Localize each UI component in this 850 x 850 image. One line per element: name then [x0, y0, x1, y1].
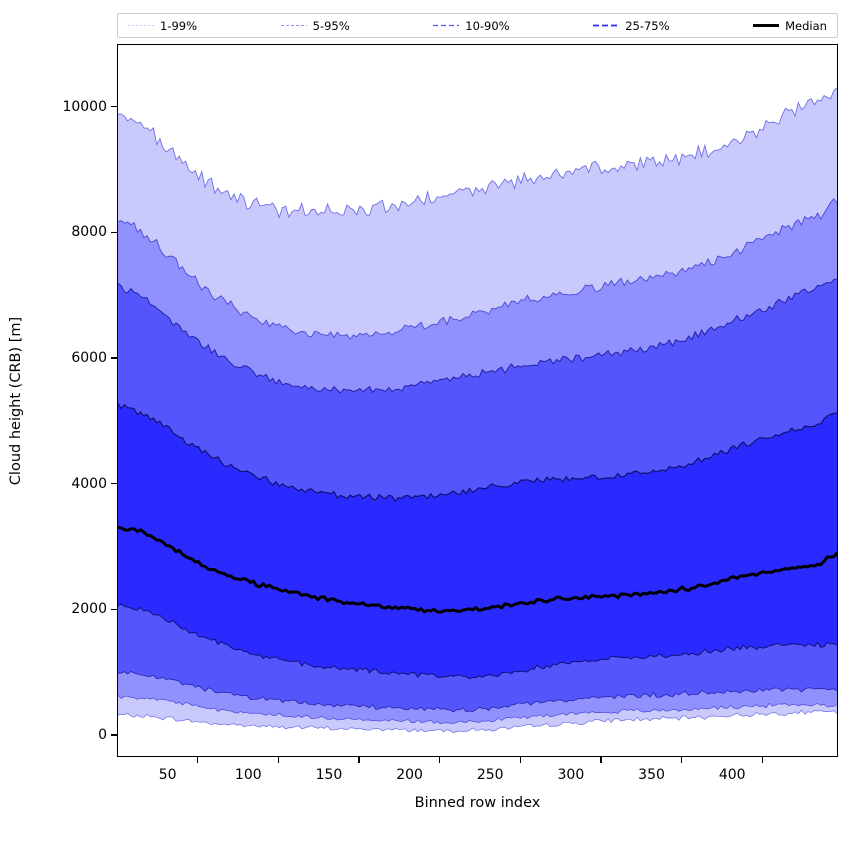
median-line: [118, 525, 837, 614]
legend-item-0[interactable]: 1-99%: [128, 19, 197, 33]
y-tick-mark: [111, 608, 117, 611]
x-tick-label: 150: [315, 767, 343, 783]
x-tick-mark: [600, 757, 602, 763]
y-tick-label: 2000: [71, 601, 107, 618]
y-axis-label-wrap: Cloud height (CRB) [m]: [0, 44, 32, 757]
x-tick-mark: [519, 757, 521, 763]
x-tick-label: 50: [158, 767, 177, 783]
legend-label: Median: [785, 18, 827, 33]
y-axis-label: Cloud height (CRB) [m]: [8, 316, 24, 485]
band-1-99-upper-edge: [118, 87, 837, 219]
legend-item-2[interactable]: 10-90%: [433, 18, 510, 33]
legend-item-4[interactable]: Median: [753, 19, 827, 33]
x-tick-mark: [358, 757, 360, 763]
y-tick-label: 0: [98, 727, 107, 743]
dashed-line-icon: [433, 24, 460, 27]
x-tick-label: 350: [638, 767, 665, 783]
dashed-line-icon: [128, 25, 154, 26]
x-tick-label: 100: [234, 767, 262, 783]
plot-area: [117, 44, 838, 757]
x-axis-label: Binned row index: [414, 795, 541, 811]
x-tick-mark: [680, 757, 683, 763]
y-tick-label: 8000: [71, 224, 107, 241]
y-tick-mark: [111, 483, 117, 485]
band-10-90-upper-edge: [118, 278, 837, 394]
legend-item-3[interactable]: 25-75%: [593, 18, 670, 33]
percentile-band-chart: [118, 87, 837, 734]
legend-item-1[interactable]: 5-95%: [280, 18, 350, 33]
chart-legend: 1-99% 5-95% 10-90% 25-75% Median: [117, 13, 838, 38]
x-tick-mark: [196, 757, 199, 763]
legend-label: 25-75%: [625, 18, 670, 33]
band-25-75-lower-edge: [118, 603, 837, 680]
x-tick-mark: [277, 757, 279, 763]
x-tick-label: 400: [718, 767, 746, 783]
x-tick-label: 300: [557, 767, 585, 783]
y-tick-mark: [111, 357, 117, 359]
dashed-line-icon: [593, 24, 620, 27]
legend-label: 5-95%: [312, 18, 350, 33]
y-tick-label: 6000: [71, 350, 107, 367]
band-5-95-lower-edge: [118, 694, 837, 725]
solid-line-icon: [753, 24, 780, 27]
x-tick-label: 200: [396, 767, 423, 783]
x-tick-label: 250: [476, 767, 504, 783]
y-tick-label: 4000: [71, 475, 107, 492]
y-tick-label: 10000: [62, 98, 107, 115]
y-tick-mark: [111, 734, 117, 736]
band-10-90-lower-edge: [118, 670, 837, 713]
legend-label: 10-90%: [465, 18, 510, 33]
x-tick-mark: [761, 757, 763, 763]
band-5-95-upper-edge: [118, 198, 837, 341]
y-tick-mark: [111, 231, 117, 234]
dashed-line-icon: [280, 24, 307, 27]
legend-label: 1-99%: [160, 18, 198, 33]
band-1-99-lower-edge: [118, 709, 837, 734]
y-tick-mark: [111, 106, 117, 108]
band-25-75-upper-edge: [118, 402, 837, 503]
x-tick-mark: [438, 757, 441, 763]
